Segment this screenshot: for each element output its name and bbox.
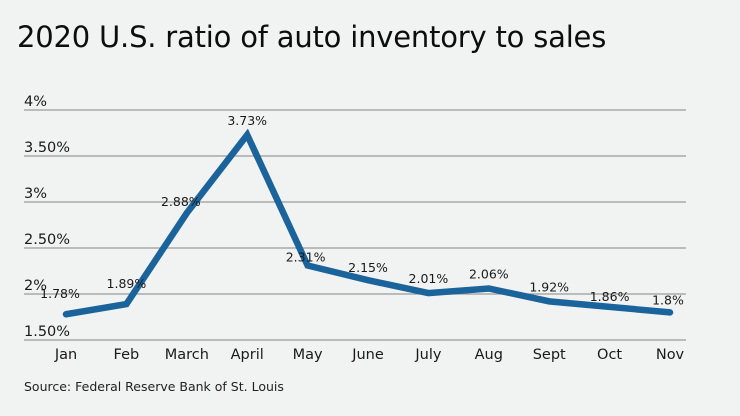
data-label: 2.88% [161,194,201,209]
y-tick-label: 2% [24,278,47,294]
data-label: 2.06% [469,266,509,281]
y-tick-label: 3.50% [24,140,70,156]
data-label: 1.92% [529,279,569,294]
x-tick-label: July [414,347,441,363]
data-labels: 1.78% 1.89% 2.88% 3.73% 2.31% 2.15% 2.01% 2.06%… [40,113,684,308]
y-tick-label: 2.50% [24,232,70,248]
data-label: 1.86% [590,289,630,304]
y-tick-label: 3% [24,186,47,202]
data-label: 1.89% [107,276,147,291]
x-tick-label: May [293,347,323,363]
chart-title: 2020 U.S. ratio of auto inventory to sal… [17,20,607,54]
x-axis-ticks: Jan Feb March April May June July Aug Sept Oct Nov [54,347,685,363]
x-tick-label: Sept [533,347,566,363]
source-note: Source: Federal Reserve Bank of St. Loui… [24,379,284,394]
x-tick-label: Nov [656,347,685,363]
x-tick-label: Jan [54,347,77,363]
x-tick-label: Aug [475,347,503,363]
x-tick-label: April [231,347,264,363]
series-line [62,128,674,318]
x-tick-label: June [351,347,384,363]
x-tick-label: Feb [114,347,140,363]
data-label: 2.31% [286,249,326,264]
x-tick-label: Oct [597,347,622,363]
data-label: 3.73% [227,113,267,128]
data-label: 1.78% [40,286,80,301]
data-label: 1.8% [652,292,684,307]
y-tick-label: 4% [24,94,47,110]
data-label: 2.15% [348,260,388,275]
y-tick-label: 1.50% [24,324,70,340]
series-line-group [62,128,674,318]
data-label: 2.01% [409,271,449,286]
y-axis-ticks: 1.50% 2% 2.50% 3% 3.50% 4% [24,94,70,340]
x-tick-label: March [165,347,209,363]
